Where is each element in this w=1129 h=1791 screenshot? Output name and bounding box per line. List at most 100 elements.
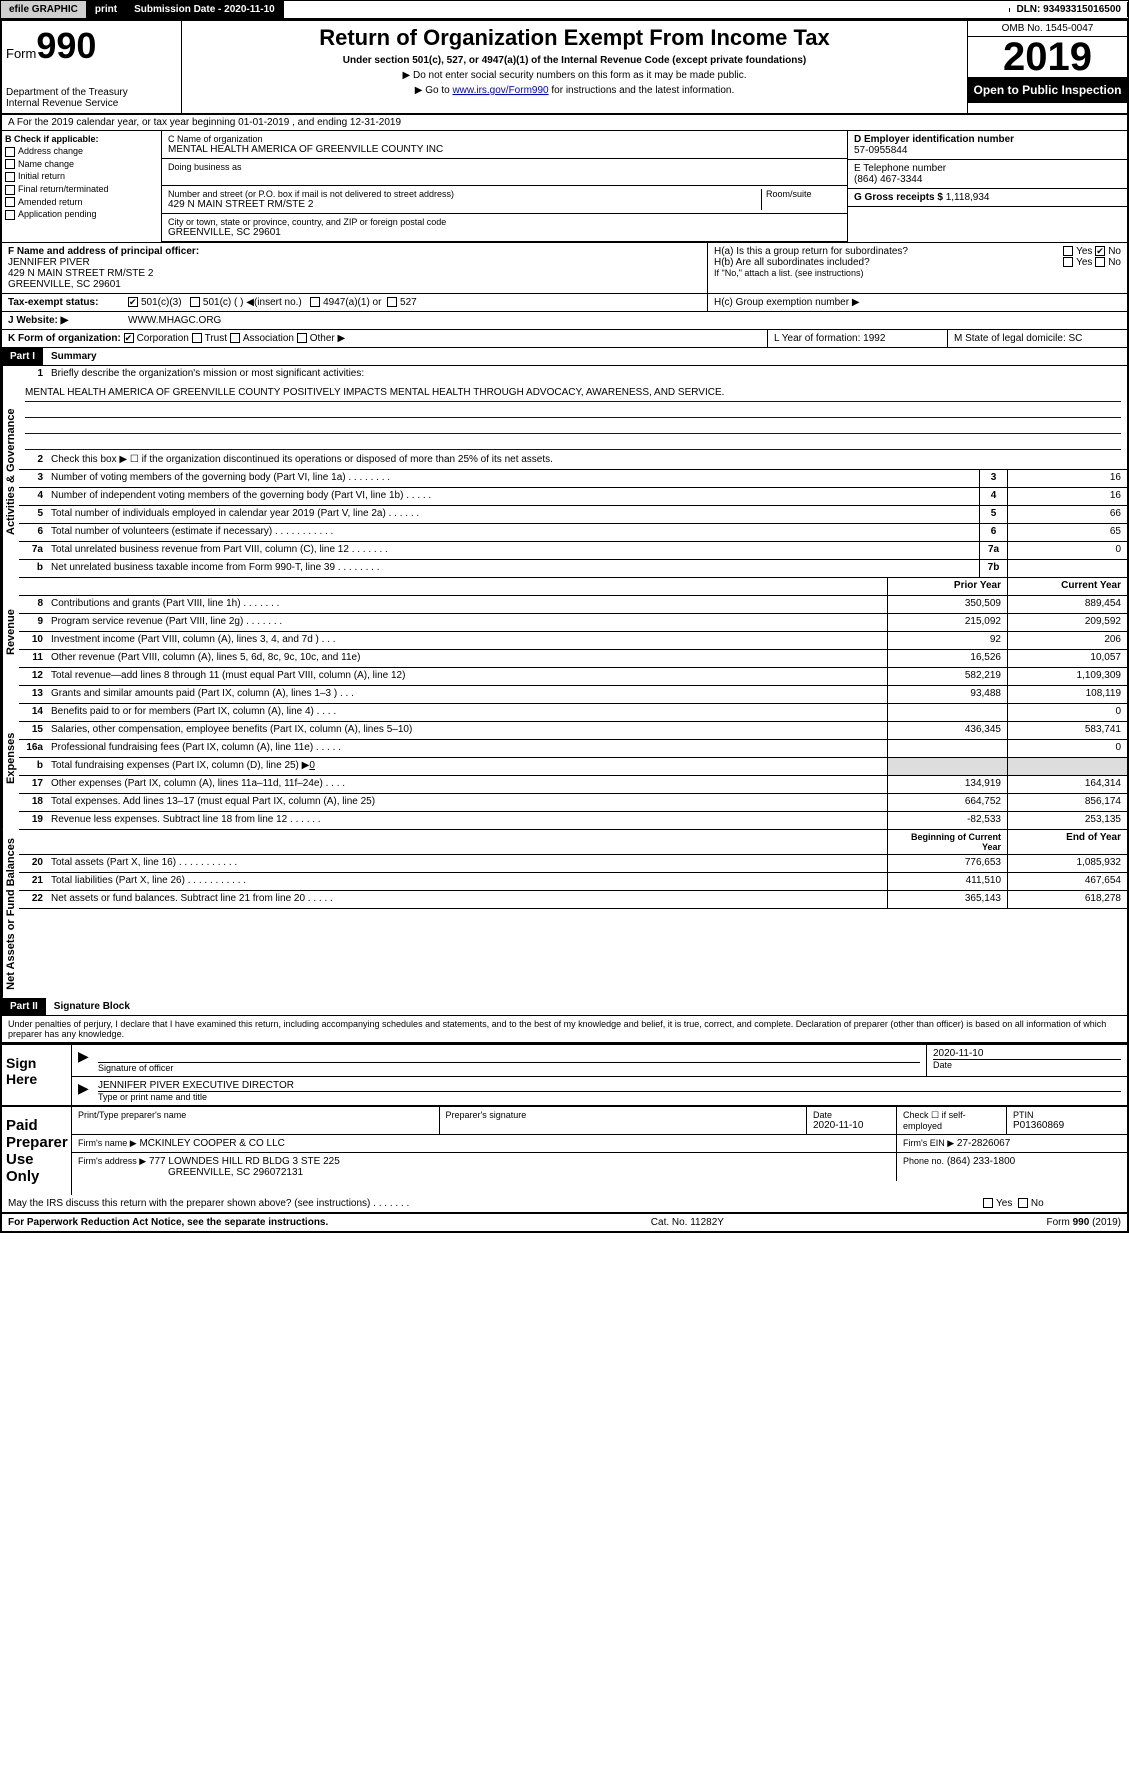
paid-preparer-section: Paid Preparer Use Only Print/Type prepar…: [2, 1105, 1127, 1195]
line13: Grants and similar amounts paid (Part IX…: [47, 686, 887, 703]
line14c: 0: [1007, 704, 1127, 721]
perjury-text: Under penalties of perjury, I declare th…: [2, 1016, 1127, 1043]
line10c: 206: [1007, 632, 1127, 649]
cb-527[interactable]: [387, 297, 397, 307]
line3-val: 16: [1007, 470, 1127, 487]
cb-corp[interactable]: [124, 333, 134, 343]
officer-label: F Name and address of principal officer:: [8, 246, 701, 257]
line16ap: [887, 740, 1007, 757]
cb-discuss-yes[interactable]: [983, 1198, 993, 1208]
hdr-end: End of Year: [1007, 830, 1127, 854]
line7b-val: [1007, 560, 1127, 577]
cb-4947[interactable]: [310, 297, 320, 307]
sign-here-label: Sign Here: [2, 1045, 72, 1105]
hdr-beg: Beginning of Current Year: [887, 830, 1007, 854]
side-exp: Expenses: [2, 686, 19, 830]
cb-final-return[interactable]: Final return/terminated: [5, 184, 158, 195]
phone-value: (864) 467-3344: [854, 174, 1121, 185]
form-subtitle: Under section 501(c), 527, or 4947(a)(1)…: [190, 55, 959, 66]
firm-addr-label: Firm's address ▶: [78, 1156, 146, 1166]
sign-here-section: Sign Here ▶ Signature of officer 2020-11…: [2, 1043, 1127, 1105]
paid-preparer-label: Paid Preparer Use Only: [2, 1107, 72, 1195]
arrow-icon: ▶: [72, 1077, 92, 1105]
dept-label: Department of the Treasury: [6, 87, 177, 98]
cb-initial-return[interactable]: Initial return: [5, 171, 158, 182]
line12p: 582,219: [887, 668, 1007, 685]
city-label: City or town, state or province, country…: [168, 217, 841, 227]
line13c: 108,119: [1007, 686, 1127, 703]
cb-assoc[interactable]: [230, 333, 240, 343]
phone-label: E Telephone number: [854, 163, 1121, 174]
sig-date-label: Date: [933, 1059, 1121, 1070]
prep-name-label: Print/Type preparer's name: [72, 1107, 440, 1134]
cb-amended[interactable]: Amended return: [5, 197, 158, 208]
part2-header: Part II Signature Block: [2, 998, 1127, 1016]
line17c: 164,314: [1007, 776, 1127, 793]
line16b: Total fundraising expenses (Part IX, col…: [47, 758, 887, 775]
hb-note: If "No," attach a list. (see instruction…: [714, 268, 1121, 278]
officer-name: JENNIFER PIVER: [8, 257, 701, 268]
year-formation: L Year of formation: 1992: [767, 330, 947, 347]
name-label: C Name of organization: [168, 134, 841, 144]
line17p: 134,919: [887, 776, 1007, 793]
line21: Total liabilities (Part X, line 26) . . …: [47, 873, 887, 890]
open-public-badge: Open to Public Inspection: [968, 77, 1127, 103]
firm-addr2: GREENVILLE, SC 296072131: [78, 1167, 890, 1178]
cb-trust[interactable]: [192, 333, 202, 343]
dba-label: Doing business as: [168, 162, 841, 172]
form990-link[interactable]: www.irs.gov/Form990: [452, 85, 548, 96]
firm-ein: 27-2826067: [957, 1138, 1010, 1149]
line16a: Professional fundraising fees (Part IX, …: [47, 740, 887, 757]
form-note2: ▶ Go to www.irs.gov/Form990 for instruct…: [190, 85, 959, 96]
mission-text: MENTAL HEALTH AMERICA OF GREENVILLE COUN…: [19, 384, 1127, 452]
section-bcde: B Check if applicable: Address change Na…: [2, 131, 1127, 243]
footer: For Paperwork Reduction Act Notice, see …: [2, 1213, 1127, 1231]
line6: Total number of volunteers (estimate if …: [47, 524, 979, 541]
form-number: 990: [36, 25, 96, 66]
line14p: [887, 704, 1007, 721]
prep-date: 2020-11-10: [813, 1120, 890, 1131]
top-bar: efile GRAPHIC print Submission Date - 20…: [0, 0, 1129, 19]
printed-name-label: Type or print name and title: [98, 1091, 1121, 1102]
line5-val: 66: [1007, 506, 1127, 523]
cb-discuss-no[interactable]: [1018, 1198, 1028, 1208]
line7a: Total unrelated business revenue from Pa…: [47, 542, 979, 559]
cb-address-change[interactable]: Address change: [5, 146, 158, 157]
gross-value: 1,118,934: [946, 192, 990, 203]
cb-other[interactable]: [297, 333, 307, 343]
line19p: -82,533: [887, 812, 1007, 829]
line9c: 209,592: [1007, 614, 1127, 631]
print-button[interactable]: print: [87, 1, 126, 18]
line15c: 583,741: [1007, 722, 1127, 739]
firm-phone: (864) 233-1800: [947, 1156, 1015, 1167]
part2-title: Signature Block: [46, 998, 138, 1015]
cb-name-change[interactable]: Name change: [5, 159, 158, 170]
line16ac: 0: [1007, 740, 1127, 757]
line9: Program service revenue (Part VIII, line…: [47, 614, 887, 631]
line11p: 16,526: [887, 650, 1007, 667]
line19c: 253,135: [1007, 812, 1127, 829]
cb-501c3[interactable]: [128, 297, 138, 307]
firm-addr: 777 LOWNDES HILL RD BLDG 3 STE 225: [149, 1156, 340, 1167]
line5: Total number of individuals employed in …: [47, 506, 979, 523]
firm-label: Firm's name ▶: [78, 1138, 137, 1148]
firm-ein-label: Firm's EIN ▶: [903, 1138, 954, 1148]
tax-year: 2019: [968, 37, 1127, 77]
line2: Check this box ▶ ☐ if the organization d…: [47, 452, 1127, 469]
part1-badge: Part I: [2, 348, 43, 365]
org-name: MENTAL HEALTH AMERICA OF GREENVILLE COUN…: [168, 144, 841, 155]
line3: Number of voting members of the governin…: [47, 470, 979, 487]
cb-application-pending[interactable]: Application pending: [5, 209, 158, 220]
cb-501c[interactable]: [190, 297, 200, 307]
form-note1: ▶ Do not enter social security numbers o…: [190, 70, 959, 81]
line12c: 1,109,309: [1007, 668, 1127, 685]
officer-printed-name: JENNIFER PIVER EXECUTIVE DIRECTOR: [98, 1080, 1121, 1091]
form-org-label: K Form of organization:: [8, 333, 121, 344]
line20c: 1,085,932: [1007, 855, 1127, 872]
sig-officer-label: Signature of officer: [98, 1062, 920, 1073]
footer-mid: Cat. No. 11282Y: [651, 1217, 724, 1228]
line18p: 664,752: [887, 794, 1007, 811]
efile-label: efile GRAPHIC: [1, 1, 87, 18]
header-left: Form990 Department of the Treasury Inter…: [2, 21, 182, 113]
footer-right: Form 990 (2019): [1047, 1217, 1121, 1228]
